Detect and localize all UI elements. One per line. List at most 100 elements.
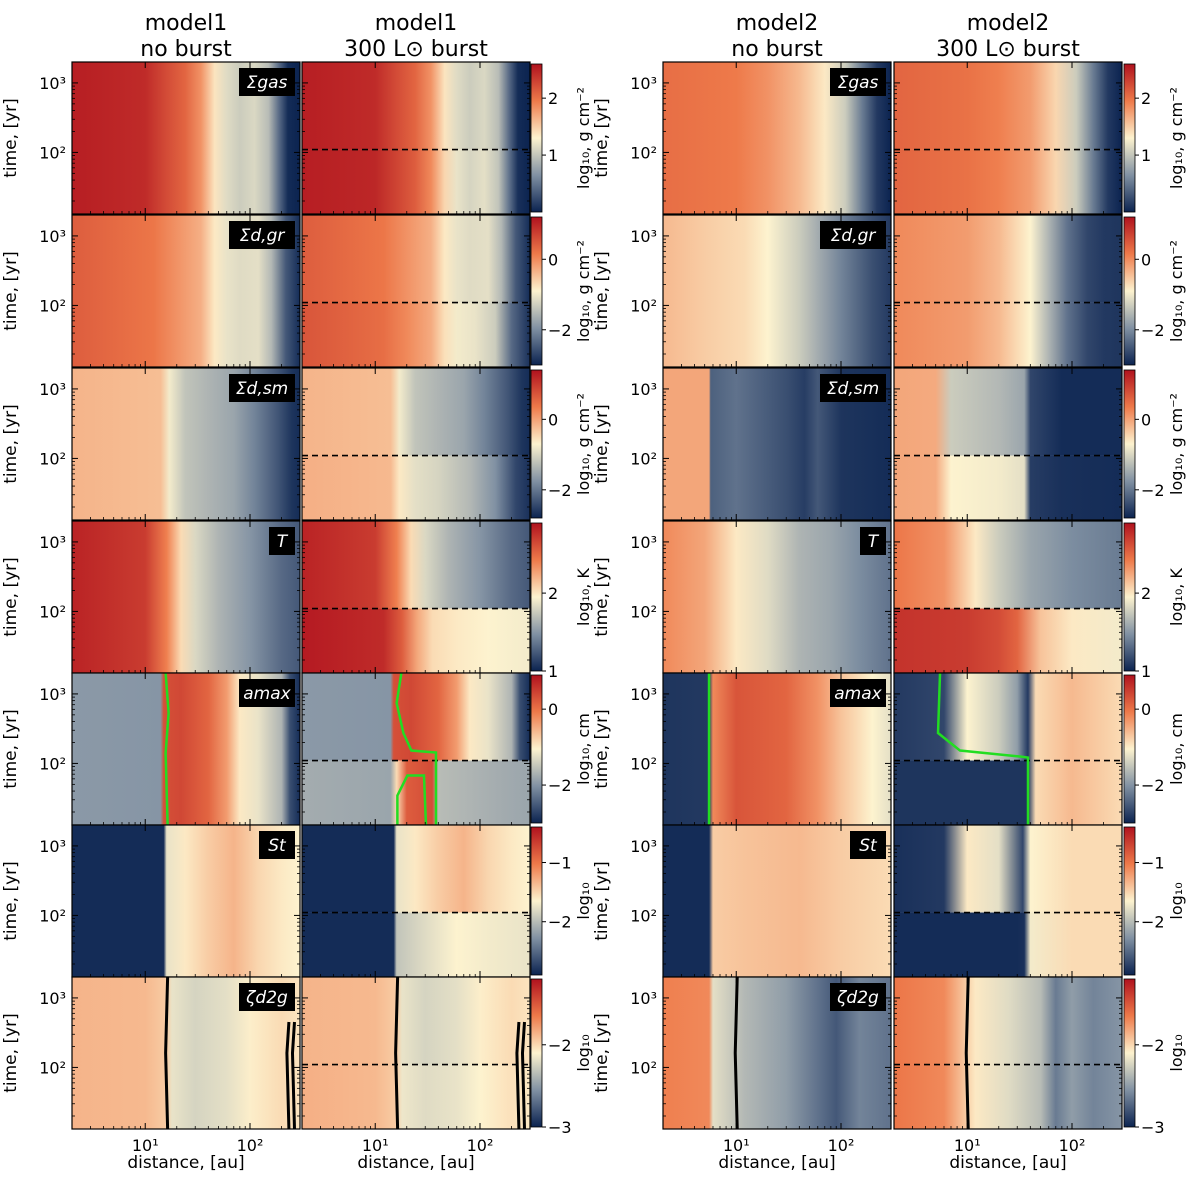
heatmap-field [72,521,300,673]
panel-model2-burst-row3 [893,367,1123,521]
colorbar-label: log₁₀, g cm⁻² [1167,393,1186,495]
panel-frame [893,367,1123,521]
y-axis-label: time, [yr] [1,709,21,789]
colorbar-row5-2: −2 0 log₁₀, cm [1123,674,1186,824]
colorbar-tick-label: −1 [548,854,572,873]
colorbar-gradient [530,978,543,1128]
colorbars: 12 log₁₀, g cm⁻² 12 log₁₀, g cm⁻²−20 log₁₀, … [530,63,1186,1137]
y-tick-label: 10² [39,449,66,468]
colorbar-tick-label: −2 [1141,1036,1165,1055]
quantity-label-box [229,374,295,402]
panel-model2-burst-row4 [893,520,1123,674]
heatmap-field-before-burst [894,608,1122,673]
panel-model2-no-burst-row3: 10² 10³ time, [yr] Σd,sm [592,367,892,521]
x-axis-label-4: distance, [au] [949,1153,1066,1173]
colorbar-gradient [1123,63,1136,213]
amax-contour [936,672,1030,825]
colorbar-tick-label: −2 [548,1036,572,1055]
x-tick-label: 10² [237,1136,264,1155]
y-tick-label: 10³ [39,227,66,246]
y-axis-label: time, [yr] [592,251,612,331]
x-axis-label-2: distance, [au] [357,1153,474,1173]
panel-model2-burst-row7: 10¹ 10² [893,976,1123,1155]
panel-model2-no-burst-row1: 10² 10³ time, [yr] Σgas [592,61,892,215]
y-axis-label: time, [yr] [1,861,21,941]
heatmap-field-before-burst [894,149,1122,214]
panel-model1-burst-row5 [301,672,531,826]
y-axis-label: time, [yr] [592,98,612,178]
panel-model1-no-burst-row2: 10² 10³ time, [yr] Σd,gr [1,214,301,368]
panel-frame [71,367,301,521]
heatmap-field-after-burst [302,62,530,150]
colorbar-label: log₁₀, K [574,568,593,626]
col-header-1-line1: model1 [145,11,228,36]
panel-model2-no-burst-row4: 10² 10³ time, [yr] T [592,520,892,674]
y-tick-label: 10² [630,449,657,468]
y-axis-label: time, [yr] [1,251,21,331]
panel-model1-burst-row6 [301,824,531,978]
panel-model2-no-burst-row2: 10² 10³ time, [yr] Σd,gr [592,214,892,368]
panel-model2-burst-row1 [893,61,1123,215]
col-header-3-line1: model2 [736,11,819,36]
heatmap-field-after-burst [894,673,1122,761]
colorbar-tick-label: 2 [1141,89,1151,108]
colorbar-tick-label: 2 [548,89,558,108]
heatmap-field-after-burst [894,368,1122,456]
panel-frame [662,976,892,1130]
heatmap-field-after-burst [302,521,530,609]
panel-frame [893,976,1123,1130]
colorbar-label: log₁₀, g cm⁻² [1167,87,1186,189]
colorbar-tick-label: 1 [1141,146,1151,165]
heatmap-field-before-burst [894,302,1122,367]
panel-frame [662,214,892,368]
colorbar-tick-label: −3 [1141,1118,1165,1137]
panel-frame [301,976,531,1130]
colorbar-label: log₁₀ [1167,882,1186,919]
colorbar-gradient [1123,369,1136,519]
colorbar-tick-label: 1 [1141,662,1151,681]
heatmap-field-before-burst [302,149,530,214]
quantity-label-box [830,679,886,707]
colorbar-gradient [1123,522,1136,672]
quantity-label: Σd,gr [240,226,286,246]
colorbar-row1-1: 1 2 log₁₀, g cm⁻² [530,63,593,213]
colorbar-tick-label: −2 [1141,913,1165,932]
zeta-contour [733,976,739,1130]
x-tick-label: 10² [828,1136,855,1155]
heatmap-field-after-burst [894,521,1122,609]
y-tick-label: 10³ [630,227,657,246]
colorbar-label: log₁₀, K [1167,568,1186,626]
colorbar-label: log₁₀, g cm⁻² [574,393,593,495]
y-tick-label: 10² [39,1058,66,1077]
zeta-contour [964,976,970,1130]
y-tick-label: 10² [630,1058,657,1077]
y-tick-label: 10³ [39,380,66,399]
heatmap-field-after-burst [302,673,530,761]
heatmap-field-after-burst [302,368,530,456]
x-axis-label-1: distance, [au] [127,1153,244,1173]
y-axis-label: time, [yr] [592,861,612,941]
y-tick-label: 10³ [39,837,66,856]
colorbar-tick-label: 1 [548,146,558,165]
colorbar-label: log₁₀, g cm⁻² [574,87,593,189]
colorbar-row2-2: −2 0 log₁₀, g cm⁻² [1123,216,1186,366]
panel-model1-no-burst-row5: 10² 10³ time, [yr] amax [1,672,301,826]
colorbar-label: log₁₀, cm [1167,713,1186,785]
colorbar-tick-label: −2 [548,776,572,795]
zeta-contour [285,1021,291,1130]
x-tick-label: 10² [467,1136,494,1155]
heatmap-field-before-burst [302,608,530,673]
colorbar-tick-label: 0 [1141,250,1151,269]
y-axis-label: time, [yr] [592,709,612,789]
zeta-contour [164,976,170,1130]
colorbar-tick-label: 2 [548,584,558,603]
col-header-2-line2: 300 L⊙ burst [344,37,488,62]
colorbar-row3-1: −2 0 log₁₀, g cm⁻² [530,369,593,519]
quantity-label: Σd,sm [827,379,879,399]
heatmap-field-before-burst [894,760,1122,825]
x-axis-labels: distance, [au] distance, [au] distance, … [127,1153,1066,1173]
heatmap-field-before-burst [302,912,530,977]
quantity-label: T [277,532,289,552]
colorbar-gradient [530,826,543,976]
x-tick-label: 10¹ [362,1136,389,1155]
